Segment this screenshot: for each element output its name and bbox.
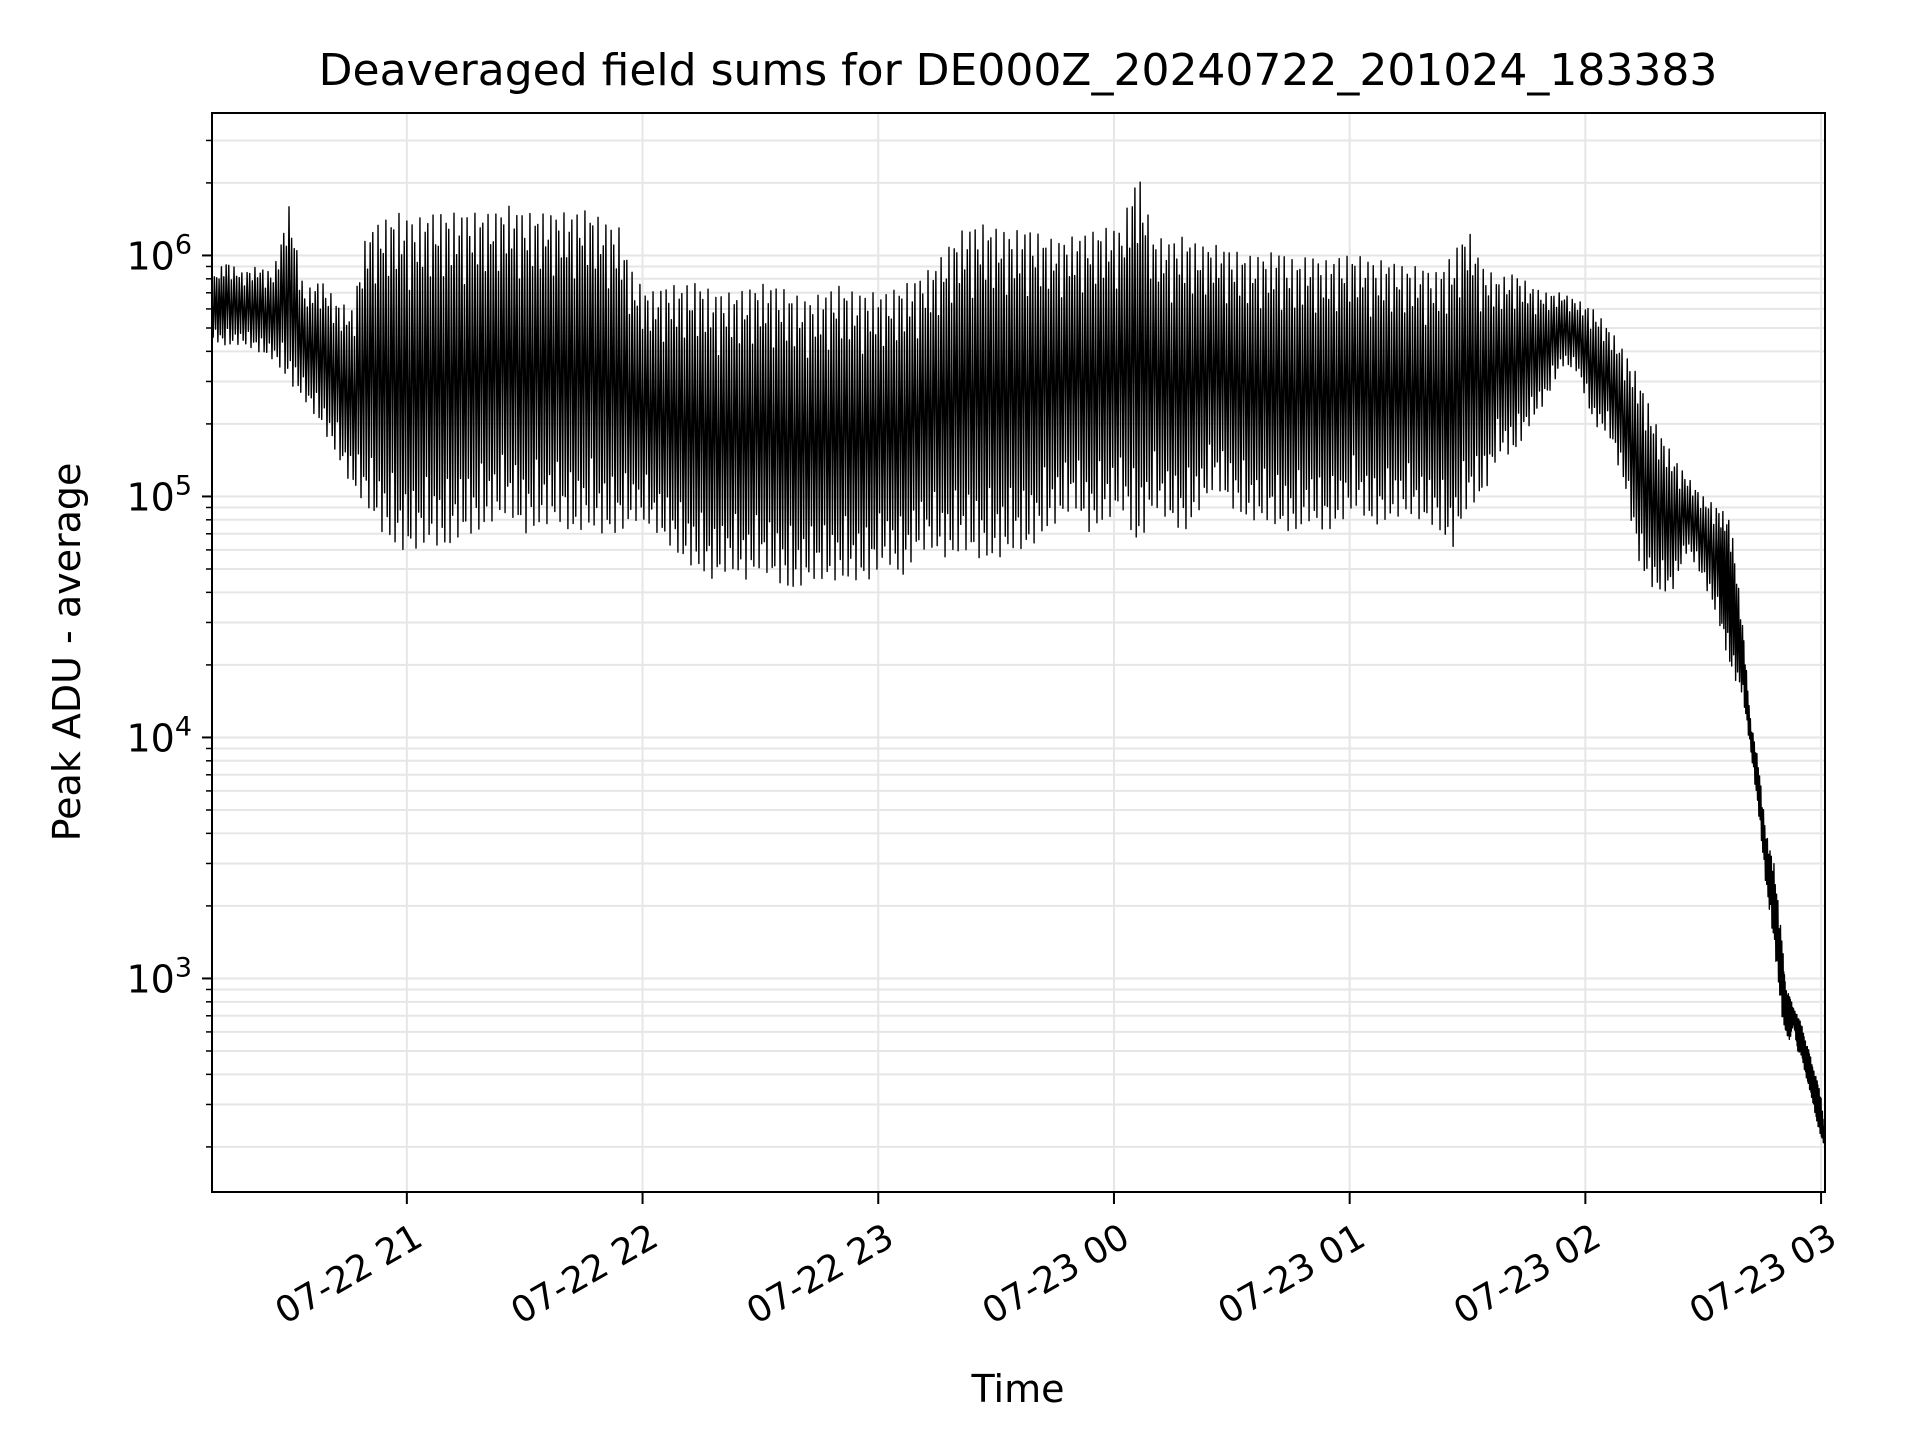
chart-title: Deaveraged field sums for DE000Z_2024072…: [319, 45, 1718, 96]
series-line: [211, 181, 1826, 1148]
x-tick-label: 07-23 01: [1211, 1216, 1372, 1332]
x-tick-label: 07-23 02: [1447, 1216, 1608, 1332]
x-tick-label: 07-23 03: [1683, 1216, 1844, 1332]
x-tick-label: 07-22 21: [269, 1216, 430, 1332]
x-tick-label: 07-22 23: [740, 1216, 901, 1332]
x-tick-label: 07-22 22: [504, 1216, 665, 1332]
y-tick-label: 105: [126, 470, 192, 519]
y-tick-label: 106: [126, 229, 192, 278]
x-tick-label: 07-23 00: [976, 1216, 1137, 1332]
y-axis-label: Peak ADU - average: [45, 463, 89, 842]
y-tick-label: 103: [126, 952, 192, 1001]
y-tick-label: 104: [126, 711, 192, 760]
x-axis-label: Time: [971, 1367, 1065, 1411]
plot-frame: [211, 112, 1826, 1193]
series-layer: [211, 181, 1826, 1148]
